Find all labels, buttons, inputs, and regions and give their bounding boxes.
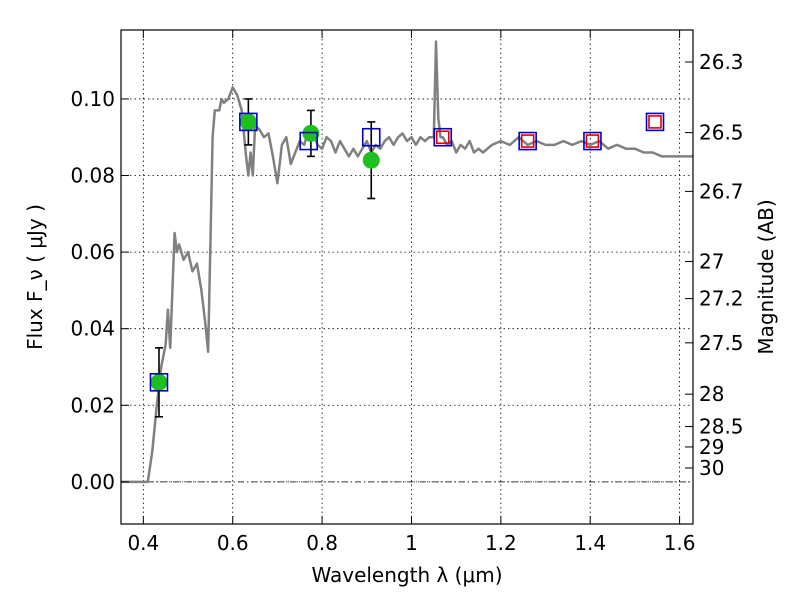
y-axis-title: Flux F_ν ( μJy ) — [23, 204, 47, 350]
y2-tick-label: 28 — [699, 382, 724, 406]
x-axis-title: Wavelength λ (μm) — [311, 563, 502, 587]
blue-square-marker — [361, 127, 381, 147]
y-tick-label: 0.10 — [70, 87, 115, 111]
x-tick-label: 1.6 — [664, 531, 696, 555]
blue-square-marker — [518, 131, 537, 151]
y2-tick-label: 28.5 — [699, 415, 744, 439]
x-tick-label: 1.2 — [485, 531, 517, 555]
x-tick-label: 1 — [405, 531, 418, 555]
y2-axis-title: Magnitude (AB) — [754, 199, 778, 354]
x-tick-label: 0.4 — [127, 531, 159, 555]
red-square-marker — [520, 134, 535, 148]
blue-square-marker — [149, 373, 169, 392]
ticks — [121, 30, 693, 524]
x-tick-label: 0.6 — [217, 531, 249, 555]
blue-square-marker — [299, 131, 318, 151]
y2-tick-label: 29 — [699, 435, 724, 459]
y2-tick-label: 27.5 — [699, 331, 744, 355]
observed-flux-point — [302, 124, 320, 142]
observed-flux-point — [362, 151, 380, 169]
y-tick-label: 0.02 — [70, 393, 115, 417]
blue-square-marker — [433, 127, 453, 147]
observed-flux-point — [239, 113, 257, 131]
blue-square-marker — [645, 112, 665, 132]
y-tick-label: 0.06 — [70, 240, 115, 264]
y2-tick-label: 30 — [699, 456, 724, 480]
y-tick-label: 0.08 — [70, 164, 115, 188]
observed-flux-point — [150, 373, 168, 391]
red-square-marker — [435, 130, 450, 145]
red-square-marker — [648, 115, 662, 129]
y-tick-label: 0.04 — [70, 317, 115, 341]
y2-tick-label: 27 — [699, 250, 724, 274]
x-tick-label: 0.8 — [306, 531, 338, 555]
y2-tick-label: 27.2 — [699, 287, 744, 311]
blue-square-marker — [583, 131, 602, 151]
y2-tick-label: 26.5 — [699, 121, 744, 145]
model-spectrum-line — [121, 40, 693, 484]
series — [121, 40, 693, 484]
blue-square-marker — [239, 112, 258, 132]
plot-frame — [120, 29, 694, 525]
red-square-marker — [585, 134, 600, 148]
grid — [121, 30, 693, 524]
x-tick-label: 1.4 — [574, 531, 606, 555]
y-tick-label: 0.00 — [70, 470, 115, 494]
y2-tick-label: 26.3 — [699, 50, 744, 74]
y2-tick-label: 26.7 — [699, 179, 744, 203]
tick-labels: 0.4 0.6 0.8 1 1.2 1.4 1.6 0.00 0.02 0.04 0.06 0.08 0… — [70, 50, 743, 555]
